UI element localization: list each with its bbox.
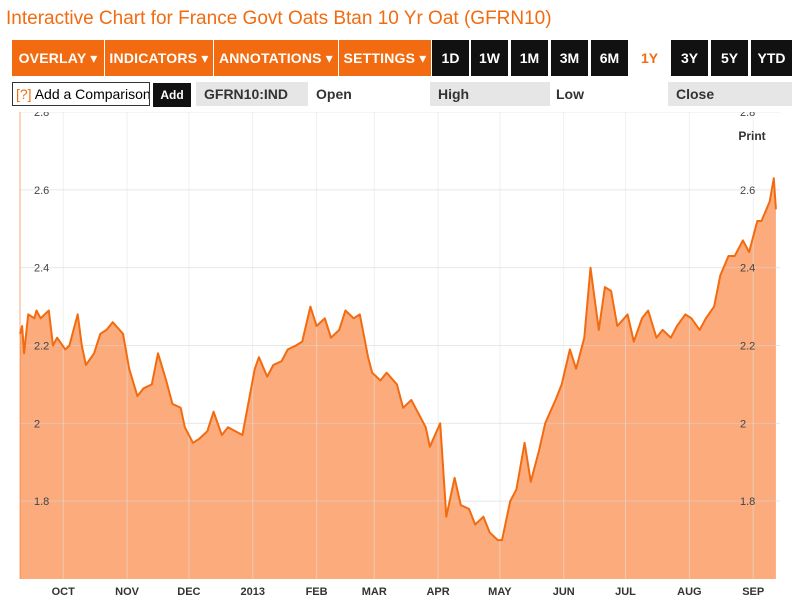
range-3m-button[interactable]: 3M (551, 40, 588, 76)
help-icon[interactable]: [?] (16, 86, 32, 102)
y-tick-label-right: 2.4 (740, 263, 755, 275)
high-label: High (430, 82, 550, 106)
x-tick-label: DEC (177, 586, 200, 598)
price-line (19, 177, 777, 542)
x-tick-label: FEB (306, 586, 328, 598)
overlay-menu-button[interactable]: OVERLAY ▾ (12, 40, 104, 76)
range-ytd-button[interactable]: YTD (751, 40, 792, 76)
y-axis-left: 1.8 2 2.2 2.4 2.6 2.8 (34, 107, 49, 508)
indicators-menu-button[interactable]: INDICATORS ▾ (105, 40, 213, 76)
x-tick-label: OCT (52, 586, 76, 598)
y-axis-right: 1.8 2 2.2 2.4 2.6 2.8 (740, 107, 755, 508)
x-tick-label: MAR (362, 586, 387, 598)
y-tick-label-right: 2.6 (740, 185, 755, 197)
annotations-menu-button[interactable]: ANNOTATIONS ▾ (214, 40, 338, 76)
y-tick-label-left: 1.8 (34, 496, 49, 508)
low-label: Low (556, 86, 584, 102)
y-tick-label-left: 2.4 (34, 263, 49, 275)
comparison-input[interactable]: [?] Add a Comparison (12, 82, 150, 106)
range-1m-button[interactable]: 1M (511, 40, 548, 76)
add-comparison-button[interactable]: Add (153, 83, 191, 107)
range-1y-button[interactable]: 1Y (631, 40, 668, 76)
open-label: Open (316, 86, 352, 102)
y-tick-label-right: 2.2 (740, 341, 755, 353)
close-label: Close (668, 82, 792, 106)
price-chart[interactable]: 1.8 2 2.2 2.4 2.6 2.8 1.8 2 2.2 2.4 2.6 2.8 OCT NOV DE… (10, 107, 792, 604)
range-3y-button[interactable]: 3Y (671, 40, 708, 76)
print-button[interactable]: Print (738, 129, 765, 143)
x-tick-label: MAY (488, 586, 512, 598)
ticker-label: GFRN10:IND (196, 82, 308, 106)
range-6m-button[interactable]: 6M (591, 40, 628, 76)
comparison-input-value: Add a Comparison (34, 86, 150, 102)
settings-menu-button[interactable]: SETTINGS ▾ (339, 40, 431, 76)
x-tick-label: AUG (677, 586, 701, 598)
x-axis: OCT NOV DEC 2013 FEB MAR APR MAY JUN JUL AUG SEP (52, 586, 765, 598)
y-tick-label-right: 1.8 (740, 496, 755, 508)
x-tick-label: SEP (742, 586, 764, 598)
range-1w-button[interactable]: 1W (471, 40, 508, 76)
range-1d-button[interactable]: 1D (432, 40, 469, 76)
x-tick-label: NOV (115, 586, 140, 598)
x-tick-label: JUN (553, 586, 575, 598)
y-tick-label-right: 2.8 (740, 112, 755, 119)
x-tick-label: JUL (615, 586, 636, 598)
chart-area: 1.8 2 2.2 2.4 2.6 2.8 1.8 2 2.2 2.4 2.6 2.8 OCT NOV DE… (10, 107, 792, 604)
quote-row: [?] Add a Comparison Add GFRN10:IND Open… (12, 82, 792, 108)
x-tick-label: APR (426, 586, 449, 598)
horizontal-gridlines (20, 111, 780, 502)
y-tick-label-left: 2.6 (34, 185, 49, 197)
y-tick-label-left: 2 (34, 418, 40, 430)
y-tick-label-left: 2.2 (34, 341, 49, 353)
price-area (20, 178, 776, 579)
range-5y-button[interactable]: 5Y (711, 40, 748, 76)
chart-toolbar: OVERLAY ▾ INDICATORS ▾ ANNOTATIONS ▾ SET… (12, 40, 792, 76)
y-tick-label-right: 2 (740, 418, 746, 430)
x-tick-label: 2013 (240, 586, 264, 598)
page-title: Interactive Chart for France Govt Oats B… (6, 8, 552, 29)
y-tick-label-left: 2.8 (34, 112, 49, 119)
